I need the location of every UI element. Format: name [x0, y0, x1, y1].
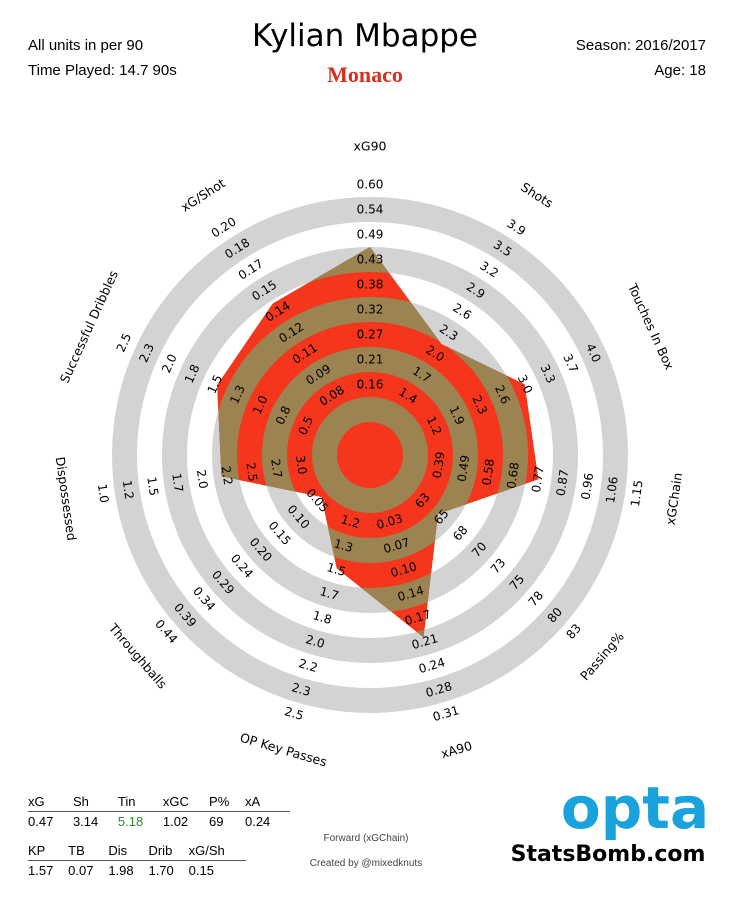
col-header-pct: P% [209, 794, 245, 812]
tick-label: 2.5 [283, 704, 305, 723]
tick-label: 0.54 [357, 203, 384, 217]
axis-label: xG/Shot [178, 175, 228, 215]
value-xgc: 1.02 [162, 814, 189, 829]
tick-label: 1.7 [318, 584, 340, 603]
site-name: StatsBomb.com [510, 842, 706, 867]
col-header-dis: Dis [108, 843, 149, 861]
axis-label: Successful Dribbles [57, 268, 121, 385]
col-header-sh: Sh [72, 794, 118, 812]
player-name: Kylian Mbappe [252, 18, 478, 54]
opta-logo: opta [561, 778, 709, 842]
value-dis: 1.98 [108, 863, 134, 878]
axis-label: xA90 [439, 738, 474, 761]
age: Age: 18 [654, 62, 706, 79]
tick-label: 0.77 [529, 465, 547, 493]
col-header-xgsh: xG/Sh [188, 843, 246, 861]
radar-band [337, 422, 403, 488]
season: Season: 2016/2017 [575, 37, 706, 54]
value-xg: 0.47 [28, 814, 54, 829]
tick-label: 0.16 [357, 378, 384, 392]
tick-label: 0.39 [430, 451, 448, 479]
tick-label: 3.9 [504, 216, 528, 238]
tick-label: 2.7 [268, 458, 285, 479]
tick-label: 2.2 [219, 465, 236, 486]
col-header-tin: Tin [117, 794, 163, 812]
tick-label: 1.7 [169, 472, 186, 493]
tick-label: 1.8 [311, 608, 333, 627]
tick-label: 0.31 [431, 703, 461, 724]
time-played: Time Played: 14.7 90s [28, 62, 177, 79]
tick-label: 0.49 [455, 454, 473, 482]
axis-label: Touches In Box [625, 280, 678, 372]
tick-label: 1.3 [332, 536, 354, 555]
template-label: Forward (xGChain) [323, 833, 409, 844]
tick-label: 2.5 [114, 331, 135, 354]
value-tb: 0.07 [68, 863, 94, 878]
tick-label: 0.58 [479, 458, 497, 486]
tick-label: 0.32 [357, 303, 384, 317]
tick-label: 0.49 [357, 228, 384, 242]
axis-label: Passing% [577, 629, 627, 683]
team-name: Monaco [327, 62, 403, 87]
tick-label: 2.5 [243, 462, 260, 483]
col-header-drib: Drib [148, 843, 189, 861]
tick-label: 2.3 [290, 680, 312, 699]
tick-label: 1.0 [95, 483, 112, 504]
col-header-tb: TB [68, 843, 109, 861]
stats-table-1: xG Sh Tin xGC P% xA 0.47 3.14 5.18 1.02 … [28, 794, 290, 829]
tick-label: 1.06 [603, 476, 621, 504]
units-note: All units in per 90 [28, 37, 144, 54]
axis-label: Shots [518, 179, 555, 210]
value-xa: 0.24 [244, 814, 271, 829]
axis-label: xG90 [354, 139, 387, 154]
col-header-kp: KP [28, 843, 69, 861]
opta-logo-text: opta [561, 778, 709, 842]
tick-label: 0.27 [357, 328, 384, 342]
tick-label: 3.0 [293, 454, 310, 475]
tick-label: 2.2 [297, 656, 319, 675]
col-header-xa: xA [244, 794, 290, 812]
tick-label: 2.0 [304, 632, 326, 651]
tick-label: 1.5 [325, 560, 347, 579]
credit-label: Created by @mixedknuts [309, 858, 423, 869]
axis-label: OP Key Passes [238, 730, 328, 770]
axis-label: xGChain [663, 471, 685, 525]
tick-label: 83 [563, 621, 584, 642]
tick-label: 0.60 [357, 178, 384, 192]
value-drib: 1.70 [148, 863, 174, 878]
value-tin: 5.18 [117, 814, 144, 829]
value-xgsh: 0.15 [188, 863, 214, 878]
axis-label: Dispossessed [53, 456, 80, 542]
stats-table-2: KP TB Dis Drib xG/Sh 1.57 0.07 1.98 1.70… [28, 843, 246, 878]
tick-label: 1.2 [339, 512, 361, 531]
tick-label: 0.43 [357, 253, 384, 267]
value-sh: 3.14 [72, 814, 99, 829]
tick-label: 0.38 [357, 278, 384, 292]
tick-label: 0.21 [357, 353, 384, 367]
col-header-xgc: xGC [162, 794, 210, 812]
tick-label: 2.0 [194, 469, 211, 490]
tick-label: 0.87 [554, 468, 572, 496]
tick-label: 1.15 [628, 479, 646, 507]
tick-label: 1.2 [120, 479, 137, 500]
col-header-xg: xG [28, 794, 73, 812]
tick-label: 0.96 [578, 472, 596, 500]
tick-label: 1.5 [144, 476, 161, 497]
value-kp: 1.57 [28, 863, 54, 878]
value-pct: 69 [209, 814, 224, 829]
tick-label: 0.68 [504, 461, 522, 489]
